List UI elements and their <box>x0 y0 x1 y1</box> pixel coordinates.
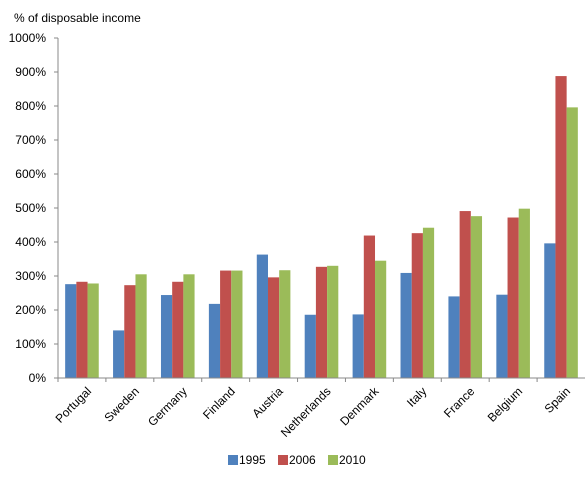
bar-germany-1995 <box>160 295 173 378</box>
y-axis-ticks: 0% 100% 200% 300% 400% 500% 600% 700% 800% 900% 10… <box>9 31 58 385</box>
category-label: Italy <box>404 384 429 409</box>
y-tick-label: 100% <box>15 337 46 351</box>
bar-spain-1995 <box>544 243 556 378</box>
legend-label-2010: 2010 <box>339 453 366 467</box>
bar-germany-2006 <box>172 281 184 378</box>
category-label: Denmark <box>337 384 382 429</box>
bar-sweden-2006 <box>124 285 136 378</box>
bar-belgium-2006 <box>507 217 519 378</box>
category-label: Netherlands <box>278 384 334 440</box>
bar-spain-2010 <box>566 107 578 379</box>
category-label: Germany <box>145 384 190 429</box>
bar-denmark-2006 <box>363 235 376 378</box>
category-labels: Portugal Sweden Germany Finland AustriaNethe… <box>53 384 574 440</box>
bar-austria-2006 <box>267 277 280 378</box>
bar-germany-2010 <box>183 274 195 378</box>
legend-swatch-1995 <box>228 455 238 465</box>
bar-portugal-2010 <box>87 283 99 378</box>
bar-portugal-2006 <box>76 281 88 378</box>
category-label: Austria <box>249 384 286 421</box>
category-label: Finland <box>200 384 238 422</box>
bar-finland-2006 <box>220 270 232 378</box>
y-tick-label: 200% <box>15 303 46 317</box>
y-tick-label: 700% <box>15 133 46 147</box>
y-axis-unit-label: % of disposable income <box>14 11 141 25</box>
y-tick-label: 800% <box>15 99 46 113</box>
bar-france-2006 <box>459 211 471 378</box>
legend-label-2006: 2006 <box>289 453 316 467</box>
bar-italy-1995 <box>400 272 412 378</box>
y-tick-label: 300% <box>15 269 46 283</box>
bar-sweden-1995 <box>113 330 125 378</box>
legend-label-1995: 1995 <box>239 453 266 467</box>
bar-denmark-1995 <box>352 314 364 378</box>
category-label: Sweden <box>101 384 142 425</box>
y-tick-label: 900% <box>15 65 46 79</box>
bar-finland-2010 <box>231 270 243 378</box>
bar-sweden-2010 <box>135 274 147 378</box>
bar-denmark-2010 <box>375 260 387 378</box>
bar-netherlands-2010 <box>327 265 339 378</box>
bar-belgium-1995 <box>496 294 508 378</box>
category-label: Portugal <box>53 384 95 426</box>
legend-swatch-2006 <box>278 455 288 465</box>
bar-italy-2006 <box>411 233 423 378</box>
bar-netherlands-1995 <box>304 314 316 378</box>
bar-italy-2010 <box>422 227 435 378</box>
y-tick-label: 1000% <box>9 31 47 45</box>
legend-swatch-2010 <box>328 455 338 465</box>
legend: 1995 2006 2010 <box>228 453 366 467</box>
bar-france-2010 <box>470 216 483 378</box>
bar-austria-1995 <box>256 254 268 378</box>
y-tick-label: 600% <box>15 167 46 181</box>
bar-austria-2010 <box>279 270 291 378</box>
bar-finland-1995 <box>208 303 221 378</box>
y-tick-label: 500% <box>15 201 46 215</box>
bar-belgium-2010 <box>518 208 530 378</box>
bar-portugal-1995 <box>65 284 77 378</box>
bar-france-1995 <box>448 296 460 378</box>
category-label: Belgium <box>485 384 526 425</box>
category-label: France <box>441 384 478 421</box>
category-label: Spain <box>542 384 574 416</box>
y-tick-label: 400% <box>15 235 46 249</box>
bars <box>57 76 578 382</box>
y-tick-label: 0% <box>29 371 47 385</box>
bar-spain-2006 <box>555 76 567 378</box>
bar-netherlands-2006 <box>315 266 328 378</box>
